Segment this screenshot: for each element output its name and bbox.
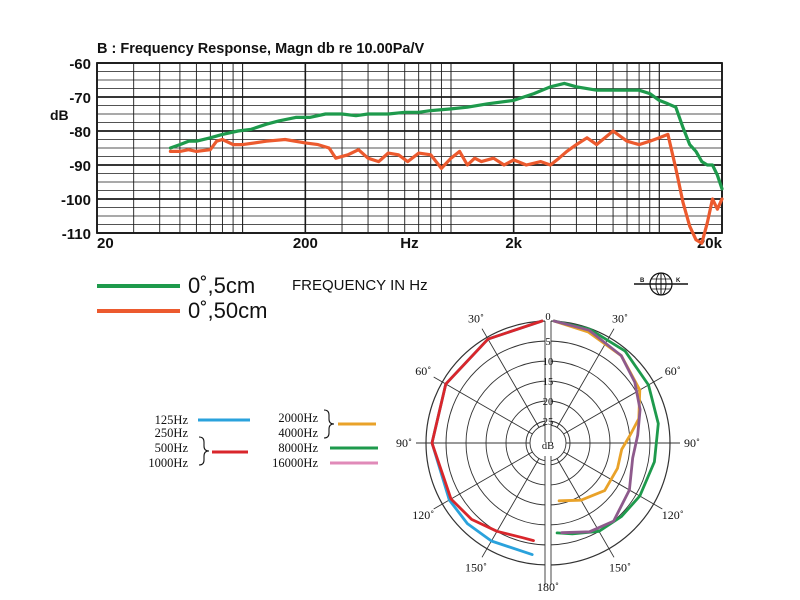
polar-legend-16000hz: 16000Hz	[272, 456, 318, 470]
polar-angle-label: 90˚	[396, 436, 412, 450]
chart-title: B : Frequency Response, Magn db re 10.00…	[97, 41, 424, 57]
bk-logo: B K	[634, 272, 688, 296]
y-tick-label: -70	[69, 90, 91, 107]
polar-angle-label: 60˚	[415, 364, 431, 378]
polar-angle-label: 30˚	[612, 311, 628, 325]
series-line	[168, 129, 724, 245]
polar-ring-labels: 5 10 15 20 25 0 dB	[542, 312, 554, 452]
frequency-response-chart: B : Frequency Response, Magn db re 10.00…	[50, 41, 724, 252]
y-tick-label: -60	[69, 56, 91, 73]
polar-angle-label: 30˚	[468, 311, 484, 325]
y-axis-label: dB	[50, 107, 69, 123]
polar-spoke	[563, 376, 663, 435]
polar-ring-label: 5	[545, 337, 550, 348]
polar-spoke	[556, 458, 615, 558]
polar-spoke	[433, 376, 533, 435]
x-axis-label: FREQUENCY IN Hz	[292, 277, 428, 294]
polar-spoke	[481, 458, 540, 558]
polar-series-line	[552, 319, 642, 535]
y-tick-label: -90	[69, 158, 91, 175]
polar-legend-brace-right	[323, 409, 335, 439]
x-tick-label: 2k	[505, 235, 522, 252]
bk-logo-right-letter: K	[676, 278, 681, 284]
polar-series-line	[430, 319, 544, 556]
polar-legend: 125Hz 250Hz 500Hz 1000Hz 2000Hz 4000Hz 8…	[148, 409, 378, 470]
chart-series	[168, 81, 724, 245]
x-tick-label: Hz	[400, 235, 418, 252]
polar-angle-label: 120˚	[412, 508, 434, 522]
x-tick-label: 200	[293, 235, 318, 252]
polar-legend-brace-left	[198, 436, 210, 466]
y-tick-label: -80	[69, 124, 91, 141]
polar-legend-250hz: 250Hz	[155, 426, 189, 440]
polar-angle-label: 60˚	[665, 364, 681, 378]
chart-grid	[96, 62, 723, 234]
polar-center-label-bg	[539, 442, 557, 456]
y-tick-label: -100	[61, 192, 91, 209]
x-tick-labels: 20 200 Hz 2k 20k	[97, 235, 723, 252]
polar-ring-label: 10	[543, 357, 554, 368]
y-tick-label: -110	[62, 226, 91, 243]
polar-angle-label: 180˚	[537, 580, 559, 594]
polar-angle-label: 150˚	[465, 561, 487, 575]
series-line	[168, 81, 724, 191]
polar-angle-labels: 30˚ 30˚ 60˚ 60˚ 90˚ 90˚ 120˚ 120˚ 150˚ 150˚ 180˚	[396, 311, 700, 594]
polar-series	[430, 319, 660, 556]
y-tick-labels: -60 -70 -80 -90 -100 -110	[61, 56, 91, 243]
polar-ring-label: 25	[543, 417, 554, 428]
plot-frame	[96, 62, 723, 234]
polar-series-line	[430, 319, 544, 542]
legend-label-50cm: 0˚,50cm	[188, 298, 267, 323]
bk-logo-left-letter: B	[640, 278, 645, 284]
polar-legend-125hz: 125Hz	[155, 413, 189, 427]
polar-angle-label: 150˚	[609, 561, 631, 575]
polar-spoke	[481, 328, 540, 428]
polar-legend-8000hz: 8000Hz	[278, 441, 318, 455]
polar-ring-label: 15	[543, 377, 554, 388]
polar-angle-label: 120˚	[662, 508, 684, 522]
polar-angle-label: 90˚	[684, 436, 700, 450]
polar-spoke	[563, 451, 663, 510]
chart-legend: 0˚,5cm FREQUENCY IN Hz 0˚,50cm	[97, 273, 428, 323]
polar-unit-label: dB	[542, 441, 554, 452]
x-tick-label: 20	[97, 235, 114, 252]
polar-legend-4000hz: 4000Hz	[278, 426, 318, 440]
polar-legend-2000hz: 2000Hz	[278, 411, 318, 425]
polar-ring-label: 0	[545, 312, 550, 323]
polar-legend-500hz: 500Hz	[155, 441, 189, 455]
polar-ring-label: 20	[543, 397, 554, 408]
legend-label-5cm: 0˚,5cm	[188, 273, 255, 298]
polar-chart: 30˚ 30˚ 60˚ 60˚ 90˚ 90˚ 120˚ 120˚ 150˚ 150˚ 180˚ 5…	[396, 311, 700, 594]
polar-legend-1000hz: 1000Hz	[148, 456, 188, 470]
